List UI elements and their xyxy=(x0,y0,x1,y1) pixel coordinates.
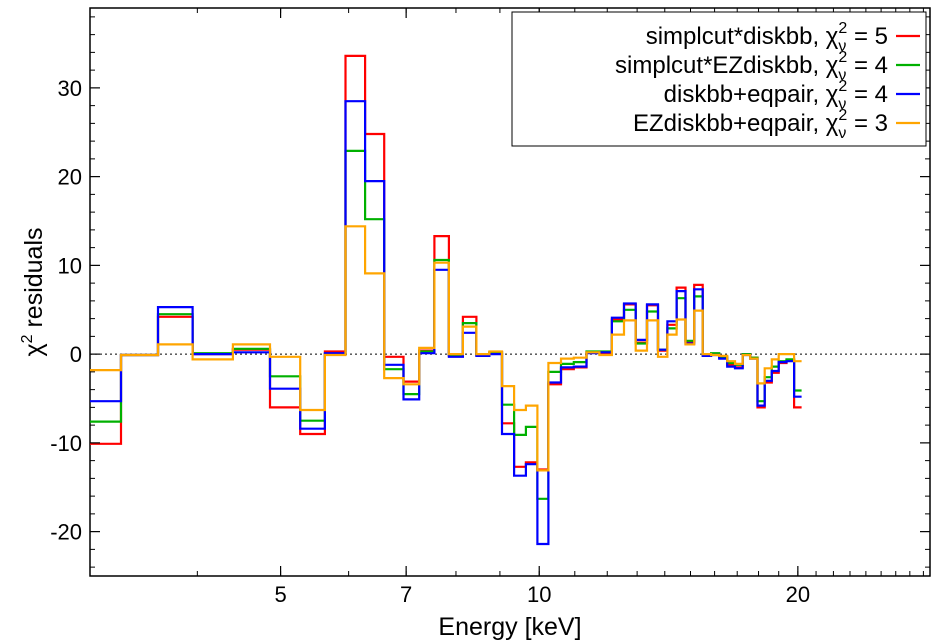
series-layer xyxy=(90,54,802,546)
x-tick-label: 5 xyxy=(274,582,286,607)
y-tick-label: 30 xyxy=(58,76,82,101)
plot-area-frame xyxy=(89,7,931,577)
y-axis-title: χ2 residuals xyxy=(19,227,48,356)
y-axis-title-chi: χ xyxy=(20,343,48,356)
legend-label-2: simplcut*EZdiskbb, χν2 = 4 xyxy=(615,49,888,84)
y-axis-title-sup: 2 xyxy=(19,334,36,343)
y-tick-label: -10 xyxy=(50,431,82,456)
ticks-layer: -20 -10 0 10 20 30 5 7 10 20 xyxy=(50,8,930,607)
y-tick-label: 20 xyxy=(58,165,82,190)
x-tick-label: 10 xyxy=(527,582,551,607)
legend-label-1: simplcut*diskbb, χν2 = 5 xyxy=(646,20,888,55)
series-line-4 xyxy=(90,225,802,472)
legend-box xyxy=(511,11,927,147)
y-tick-label: 10 xyxy=(58,253,82,278)
y-axis-title-rest: residuals xyxy=(20,227,48,334)
y-tick-label: -20 xyxy=(50,520,82,545)
legend-label-3: diskbb+eqpair, χν2 = 4 xyxy=(664,78,888,113)
legend-label-4: EZdiskbb+eqpair, χν2 = 3 xyxy=(633,107,888,142)
legend: simplcut*diskbb, χν2 = 5simplcut*EZdiskb… xyxy=(511,11,927,147)
x-tick-label: 20 xyxy=(786,582,810,607)
y-tick-label: 0 xyxy=(70,342,82,367)
series-line-3 xyxy=(90,100,802,546)
x-tick-label: 7 xyxy=(400,582,412,607)
x-axis-title: Energy [keV] xyxy=(438,613,581,641)
